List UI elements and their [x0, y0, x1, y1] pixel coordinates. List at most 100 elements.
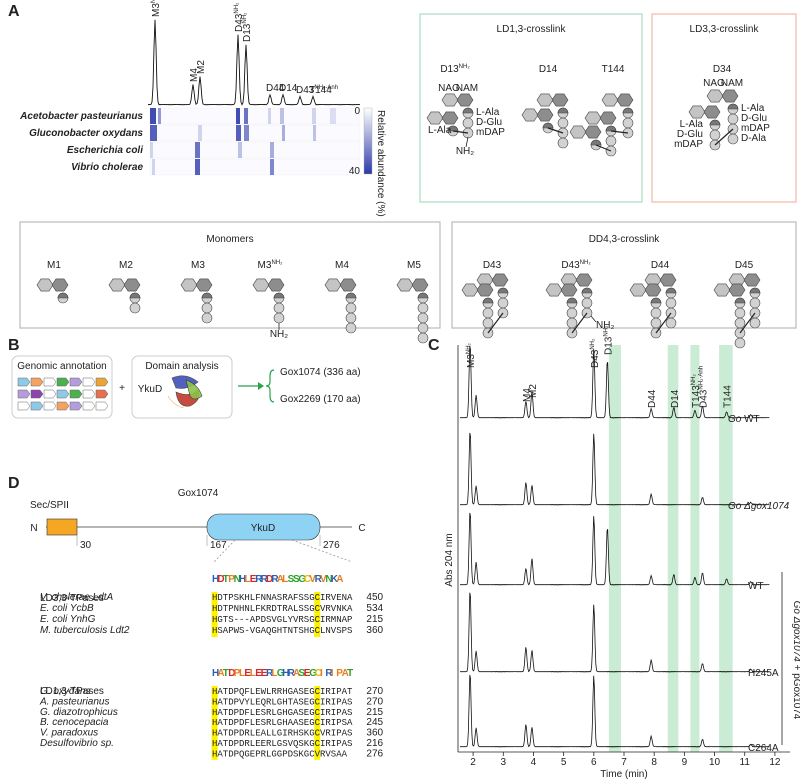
amino-acid: [622, 117, 634, 129]
gene: [56, 377, 70, 387]
name: D14: [670, 389, 681, 408]
amino-acid-half: [650, 297, 662, 304]
amino-acid: [650, 307, 662, 319]
sugar: [560, 283, 578, 297]
panel-label: A: [8, 3, 20, 20]
logo-letter: A: [293, 668, 300, 679]
sugar: [688, 105, 706, 119]
heatmap-cell: [236, 125, 241, 141]
amino-acid: [665, 297, 677, 309]
heatmap-cell: [195, 142, 200, 158]
peak-label: M2: [528, 384, 539, 398]
crosslink: [714, 128, 734, 146]
structure-label: T144: [602, 64, 625, 75]
heatmap-row: [149, 124, 361, 142]
box-label: Domain analysis: [145, 361, 218, 372]
logo-letter: N: [234, 574, 241, 585]
heatmap-row: [149, 107, 361, 125]
sequence: HDTPSKHLFNNASRAFSSGCIRVENA: [212, 593, 353, 603]
gene: [30, 401, 44, 411]
zoom-line: [213, 539, 236, 563]
amino-acid-half: [622, 107, 634, 114]
sugar: [252, 278, 270, 292]
crosslink: [487, 312, 504, 334]
logo-letter: L: [239, 668, 245, 679]
superscript: NH₂-Anh: [698, 366, 704, 390]
organism: E. coli YcbB: [40, 603, 94, 614]
sugar: [713, 283, 731, 297]
structure-label: M5: [407, 260, 421, 271]
logo-letter: I: [320, 668, 323, 679]
italic: Go: [728, 414, 742, 425]
box-label: Genomic annotation: [17, 361, 107, 372]
organism: Desulfovibrio sp.: [40, 738, 114, 749]
peak-label: D14: [670, 389, 681, 408]
sugar: [599, 111, 617, 125]
plus: +: [119, 383, 125, 394]
name: D43: [296, 85, 315, 96]
x-tick-label: 9: [682, 757, 688, 768]
logo-letter: A: [336, 574, 343, 585]
heatmap-cell: [158, 108, 161, 124]
name: D43: [590, 349, 601, 368]
name: D45: [735, 260, 754, 271]
stem-label: L-Ala: [428, 125, 452, 136]
heatmap-cell: [330, 108, 336, 124]
heatmap-cell: [244, 108, 248, 124]
heatmap-cell: [152, 159, 155, 175]
stem-label: L-Ala: [476, 107, 500, 118]
name: M3: [258, 260, 272, 271]
box-title: Monomers: [206, 234, 253, 245]
gene: [43, 401, 57, 411]
text: + pGox1074: [791, 662, 800, 720]
x-tick-label: 10: [709, 757, 721, 768]
heatmap-cell: [150, 142, 153, 158]
name: D13: [603, 336, 614, 355]
logo-letter: L: [271, 668, 277, 679]
peak-label: D43NH₂: [590, 338, 601, 368]
organism: G. oxydans: [40, 686, 91, 697]
organism: V. cholerae LdtA: [40, 592, 114, 603]
name: M3: [151, 3, 162, 17]
amide-bond: [465, 136, 469, 148]
peak-label: D44: [647, 389, 658, 408]
crosslink: [610, 130, 629, 134]
structure-label: M1: [47, 260, 61, 271]
logo-letter: R: [261, 574, 269, 585]
chromatogram-trace: [459, 432, 770, 506]
chromatogram: [147, 19, 361, 106]
stem-label: mDAP: [476, 127, 505, 138]
heatmap-cell: [195, 159, 200, 175]
superscript: NH₂: [466, 342, 472, 354]
sugar: [629, 283, 647, 297]
amino-acid-half: [447, 125, 459, 132]
peak-label: T144: [309, 85, 332, 96]
sugar: [575, 273, 593, 287]
name: D44: [651, 260, 670, 271]
italic: Go Δgox1074: [728, 501, 790, 512]
sugar: [180, 278, 198, 292]
heatmap-cell: [236, 108, 240, 124]
peak-label: D13NH₂: [603, 325, 614, 355]
structure-label: M2: [119, 260, 133, 271]
logo-letter: A: [277, 574, 284, 585]
logo-letter: T: [223, 668, 229, 679]
highlight-band: [608, 345, 621, 752]
sugar: [659, 273, 677, 287]
logo-letter: R: [266, 668, 274, 679]
logo-letter: E: [261, 668, 268, 679]
name: D14: [279, 83, 298, 94]
amino-acid: [727, 133, 739, 145]
box-ld13: [419, 13, 643, 203]
amino-acid-half: [462, 107, 474, 114]
logo-letter: C: [315, 668, 322, 679]
superscript: NH₂: [691, 374, 697, 386]
logo-letter: D: [266, 574, 273, 585]
logo-letter: G: [309, 668, 317, 679]
gene: [17, 389, 31, 399]
amino-acid: [734, 317, 746, 329]
crosslink: [452, 130, 469, 134]
gene: [43, 377, 57, 387]
superscript: NH₂-Anh: [314, 85, 338, 91]
amino-acid-half: [273, 292, 285, 299]
